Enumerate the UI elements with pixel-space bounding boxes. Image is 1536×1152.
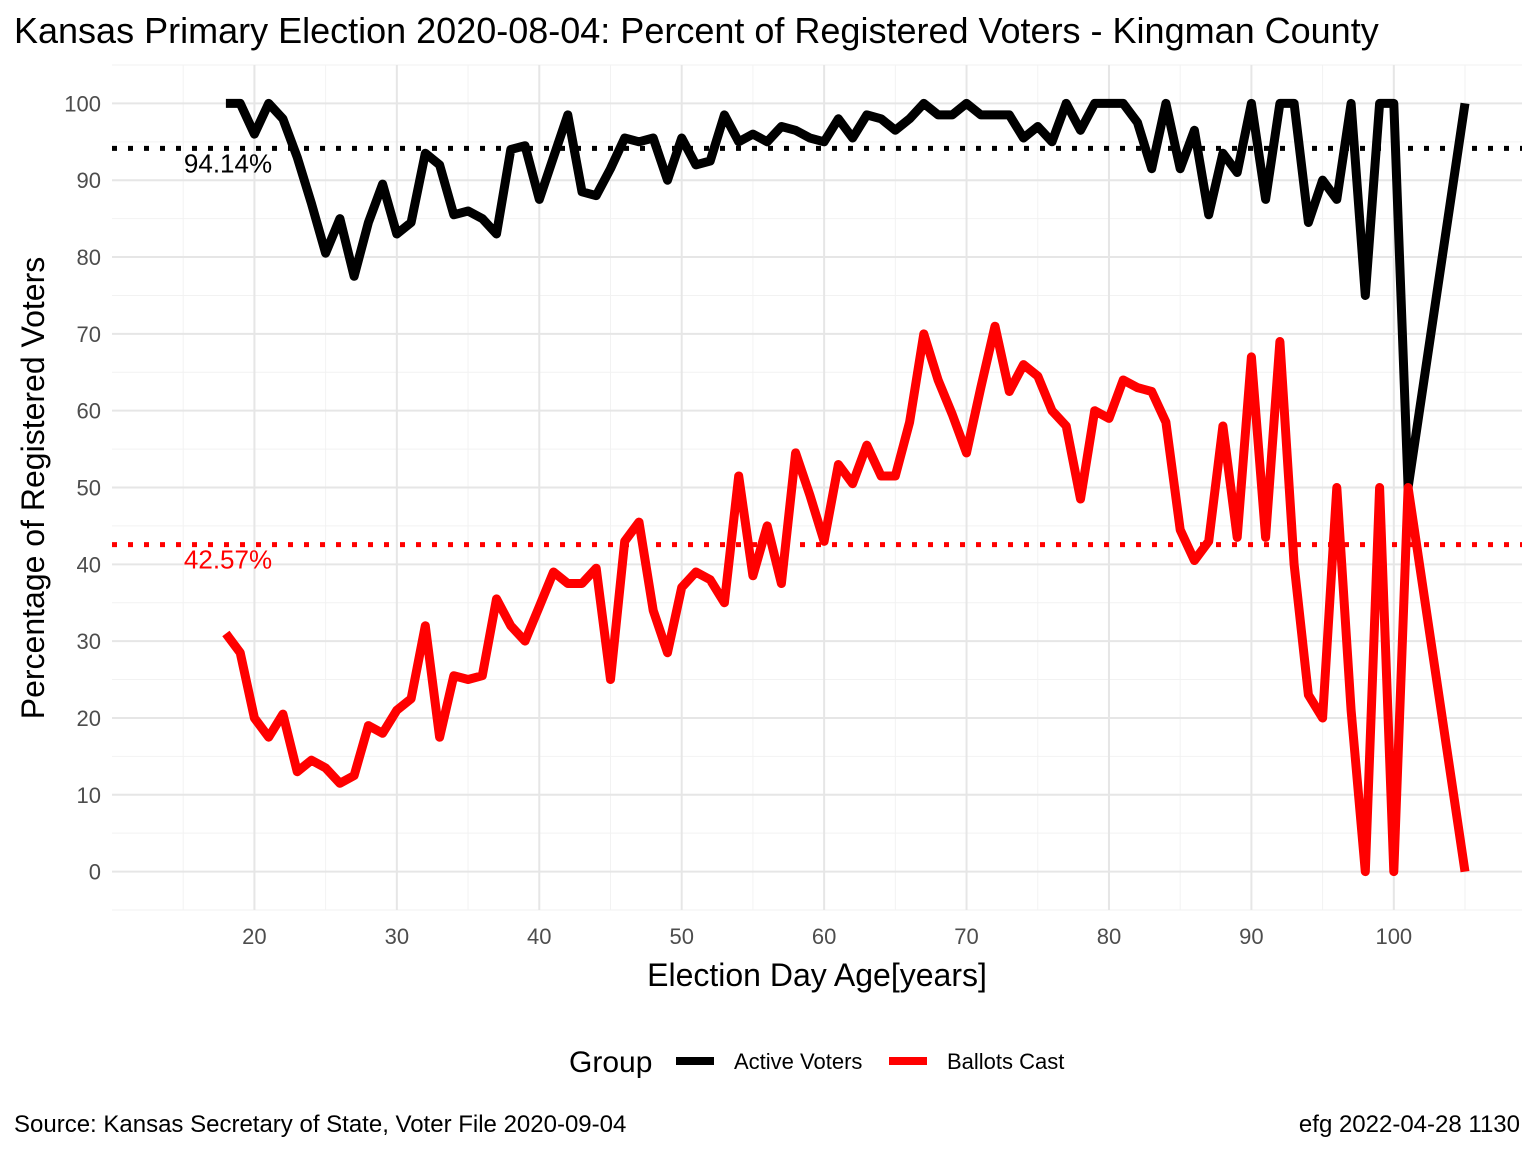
y-tick-label: 60: [77, 399, 101, 424]
credit-caption: efg 2022-04-28 1130: [1299, 1111, 1520, 1138]
legend-label-active-voters: Active Voters: [734, 1049, 862, 1074]
chart-title: Kansas Primary Election 2020-08-04: Perc…: [14, 10, 1379, 51]
x-tick-label: 70: [954, 924, 978, 949]
x-tick-label: 30: [385, 924, 409, 949]
series-lines: [222, 98, 1470, 877]
y-tick-label: 80: [77, 245, 101, 270]
minor-gridlines: [112, 64, 1522, 911]
series-line-ballots-cast: [222, 321, 1470, 877]
x-tick-label: 90: [1239, 924, 1263, 949]
x-axis-title: Election Day Age[years]: [647, 957, 987, 993]
x-tick-label: 100: [1375, 924, 1412, 949]
y-axis-title: Percentage of Registered Voters: [15, 257, 51, 720]
x-tick-label: 20: [242, 924, 266, 949]
x-tick-label: 80: [1097, 924, 1121, 949]
y-tick-label: 0: [89, 860, 101, 885]
legend-title: Group: [569, 1046, 652, 1079]
y-tick-label: 90: [77, 168, 101, 193]
x-tick-label: 60: [812, 924, 836, 949]
x-tick-label: 50: [669, 924, 693, 949]
reference-label: 94.14%: [184, 148, 272, 178]
y-tick-label: 40: [77, 552, 101, 577]
y-axis-ticks: 0 10 20 30 40 50 60 70 80 90 100: [64, 91, 101, 884]
legend: Group Active Voters Ballots Cast: [569, 1046, 1064, 1079]
series-line-active-voters: [225, 98, 1470, 492]
legend-label-ballots-cast: Ballots Cast: [947, 1049, 1064, 1074]
reference-label: 42.57%: [184, 545, 272, 575]
reference-labels: 94.14% 42.57%: [184, 148, 272, 574]
x-tick-label: 40: [527, 924, 551, 949]
y-tick-label: 50: [77, 476, 101, 501]
reference-lines: [112, 145, 1522, 548]
y-tick-label: 100: [64, 91, 101, 116]
major-gridlines: [112, 65, 1522, 910]
y-tick-label: 10: [77, 783, 101, 808]
y-tick-label: 20: [77, 706, 101, 731]
source-caption: Source: Kansas Secretary of State, Voter…: [14, 1111, 626, 1138]
y-tick-label: 70: [77, 322, 101, 347]
x-axis-ticks: 20 30 40 50 60 70 80 90 100: [242, 924, 1412, 949]
y-tick-label: 30: [77, 629, 101, 654]
